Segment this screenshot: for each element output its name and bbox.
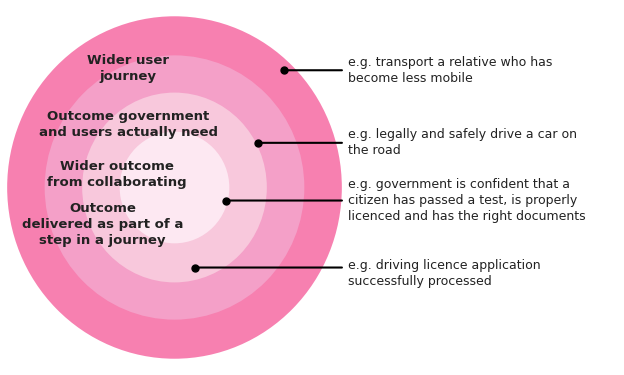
Ellipse shape (82, 93, 267, 282)
Text: e.g. legally and safely drive a car on
the road: e.g. legally and safely drive a car on t… (348, 128, 577, 158)
Text: e.g. driving licence application
successfully processed: e.g. driving licence application success… (348, 259, 540, 288)
Text: Wider outcome
from collaborating: Wider outcome from collaborating (47, 160, 187, 189)
Text: Outcome government
and users actually need: Outcome government and users actually ne… (39, 110, 218, 139)
Ellipse shape (45, 56, 305, 320)
Text: e.g. transport a relative who has
become less mobile: e.g. transport a relative who has become… (348, 56, 552, 85)
Ellipse shape (120, 132, 229, 243)
Text: e.g. government is confident that a
citizen has passed a test, is properly
licen: e.g. government is confident that a citi… (348, 178, 585, 223)
Ellipse shape (7, 16, 342, 359)
Text: Outcome
delivered as part of a
step in a journey: Outcome delivered as part of a step in a… (22, 202, 183, 247)
Text: Wider user
journey: Wider user journey (87, 54, 169, 83)
